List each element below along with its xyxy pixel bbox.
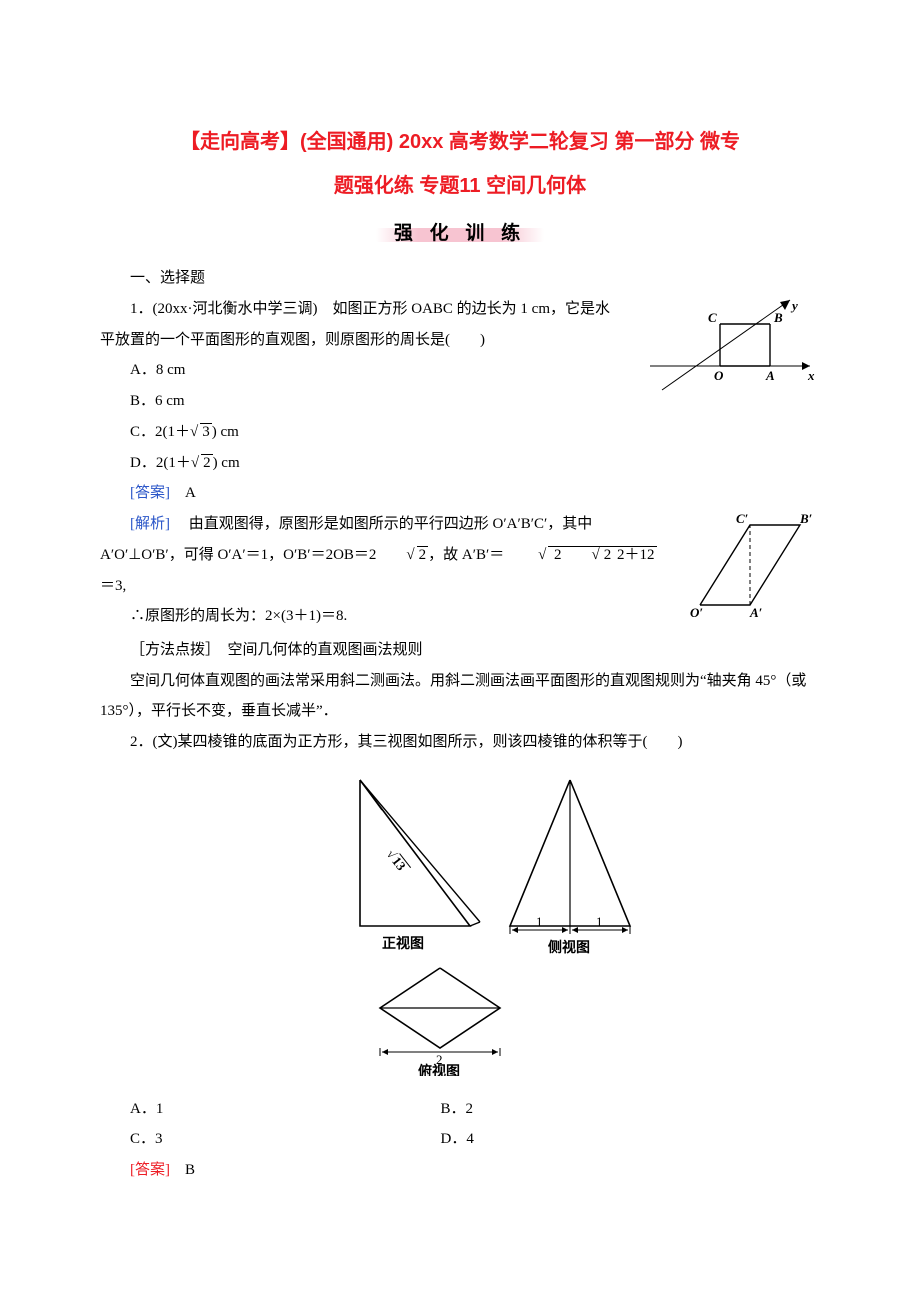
svg-text:O: O: [714, 368, 724, 383]
svg-text:B′: B′: [799, 511, 813, 526]
q2-options: A．1 B．2 C．3 D．4: [130, 1094, 820, 1156]
q2-option-d: D．4: [441, 1124, 752, 1155]
q1-answer: [答案] A: [100, 478, 820, 509]
svg-text:正视图: 正视图: [382, 935, 424, 951]
section-header-choices: 一、选择题: [100, 263, 820, 294]
svg-text:A: A: [765, 368, 775, 383]
svg-text:A′: A′: [749, 605, 763, 619]
q2-option-b: B．2: [441, 1094, 752, 1125]
q1-intuition-figure: O A B C x y: [630, 294, 820, 406]
svg-text:y: y: [790, 298, 798, 313]
q2-answer: [答案] B: [100, 1155, 820, 1186]
doc-title-line1: 【走向高考】(全国通用) 20xx 高考数学二轮复习 第一部分 微专: [100, 120, 820, 164]
analysis-label: [解析]: [130, 516, 170, 532]
svg-text:侧视图: 侧视图: [548, 939, 590, 955]
svg-text:O′: O′: [690, 605, 703, 619]
q1-method-body: 空间几何体直观图的画法常采用斜二测画法。用斜二测画法画平面图形的直观图规则为“轴…: [100, 666, 820, 728]
svg-text:俯视图: 俯视图: [418, 1063, 460, 1076]
q2-stem: 2．(文)某四棱锥的底面为正方形，其三视图如图所示，则该四棱锥的体积等于( ): [100, 727, 820, 758]
svg-text:B: B: [773, 310, 783, 325]
svg-text:x: x: [807, 368, 815, 383]
subtitle: 强 化 训 练: [100, 218, 820, 245]
answer-label: [答案]: [130, 485, 170, 501]
q2-three-views-figure: √ 13 正视图: [100, 766, 820, 1088]
q1-original-figure: O′ A′ B′ C′: [670, 509, 820, 631]
subtitle-text: 强 化 训 练: [394, 223, 526, 244]
svg-text:1: 1: [596, 914, 603, 929]
q2-option-c: C．3: [130, 1124, 441, 1155]
svg-text:C: C: [708, 310, 717, 325]
svg-text:1: 1: [536, 914, 543, 929]
q2-option-a: A．1: [130, 1094, 441, 1125]
answer-label: [答案]: [130, 1162, 170, 1178]
q1-option-c: C．2(1＋3) cm: [130, 417, 820, 448]
svg-text:C′: C′: [736, 511, 749, 526]
doc-title-line2: 题强化练 专题11 空间几何体: [100, 164, 820, 208]
q1-option-d: D．2(1＋2) cm: [130, 448, 820, 479]
q1-method-tip: ［方法点拨］ 空间几何体的直观图画法规则: [100, 635, 820, 666]
